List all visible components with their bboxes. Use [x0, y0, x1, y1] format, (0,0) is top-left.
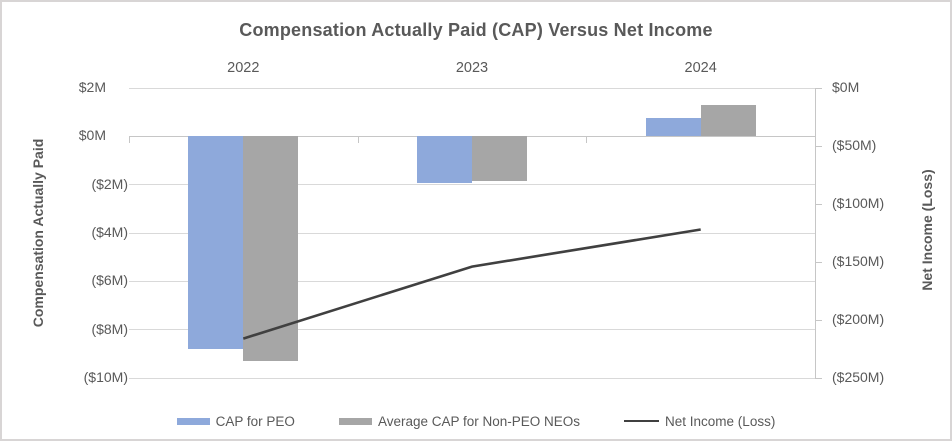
legend-bar-swatch [176, 417, 210, 425]
left-axis-tick-label: ($6M) [91, 272, 128, 289]
bar-avg-cap-non-peo-2023 [472, 136, 527, 181]
left-axis-tick-label: ($10M) [83, 369, 128, 385]
left-axis-tick-label: ($8M) [91, 320, 128, 337]
category-label-2024: 2024 [684, 60, 717, 76]
bar-cap-peo-2023 [417, 136, 472, 184]
legend-line-swatch [624, 419, 660, 423]
bar-avg-cap-non-peo-2022 [243, 136, 299, 362]
left-axis-tick-label: ($4M) [91, 224, 128, 240]
chart-title: Compensation Actually Paid (CAP) Versus … [239, 20, 713, 40]
category-label-2022: 2022 [227, 60, 260, 76]
legend-item-cap-peo: CAP for PEO [176, 413, 295, 429]
legend-item-avg-cap-non-peo: Average CAP for Non-PEO NEOs [338, 413, 581, 429]
legend-label: Average CAP for Non-PEO NEOs [377, 413, 581, 429]
right-axis-tick-label: $0M [832, 79, 860, 95]
bar-cap-peo-2022 [188, 136, 244, 349]
legend-bar-swatch [338, 417, 372, 425]
right-axis-tick [815, 145, 822, 147]
gridline [129, 184, 815, 186]
left-axis-tick-label: ($2M) [91, 175, 128, 192]
legend-item-net-income: Net Income (Loss) [624, 414, 775, 429]
right-axis-tick [815, 203, 822, 205]
right-axis-tick-label: ($200M) [832, 311, 885, 327]
right-axis-tick-label: ($250M) [832, 369, 885, 385]
category-axis-tick [586, 136, 588, 144]
right-axis-tick [815, 377, 822, 379]
right-axis-tick [815, 87, 822, 89]
right-axis-tick-label: ($150M) [832, 253, 885, 269]
right-axis-line [815, 88, 816, 378]
right-axis-tick-label: ($50M) [832, 137, 877, 153]
legend-label: Net Income (Loss) [665, 413, 776, 429]
right-axis-tick [815, 319, 822, 321]
right-axis-tick-label: ($100M) [832, 195, 885, 211]
left-axis-tick-label: $0M [78, 127, 106, 144]
right-axis-tick [815, 261, 822, 263]
category-axis-tick [129, 136, 130, 144]
right-axis-title: Net Income (Loss) [919, 169, 935, 291]
gridline [129, 377, 815, 379]
bar-cap-peo-2024 [645, 118, 701, 137]
left-axis-tick-label: $2M [78, 79, 106, 95]
left-axis-title: Compensation Actually Paid [30, 138, 46, 328]
legend: CAP for PEO Average CAP for Non-PEO NEOs N… [2, 409, 950, 433]
gridline [129, 87, 815, 89]
category-axis-tick [357, 136, 359, 144]
bar-avg-cap-non-peo-2024 [700, 104, 756, 137]
legend-label: CAP for PEO [215, 413, 295, 429]
category-label-2023: 2023 [455, 60, 489, 76]
